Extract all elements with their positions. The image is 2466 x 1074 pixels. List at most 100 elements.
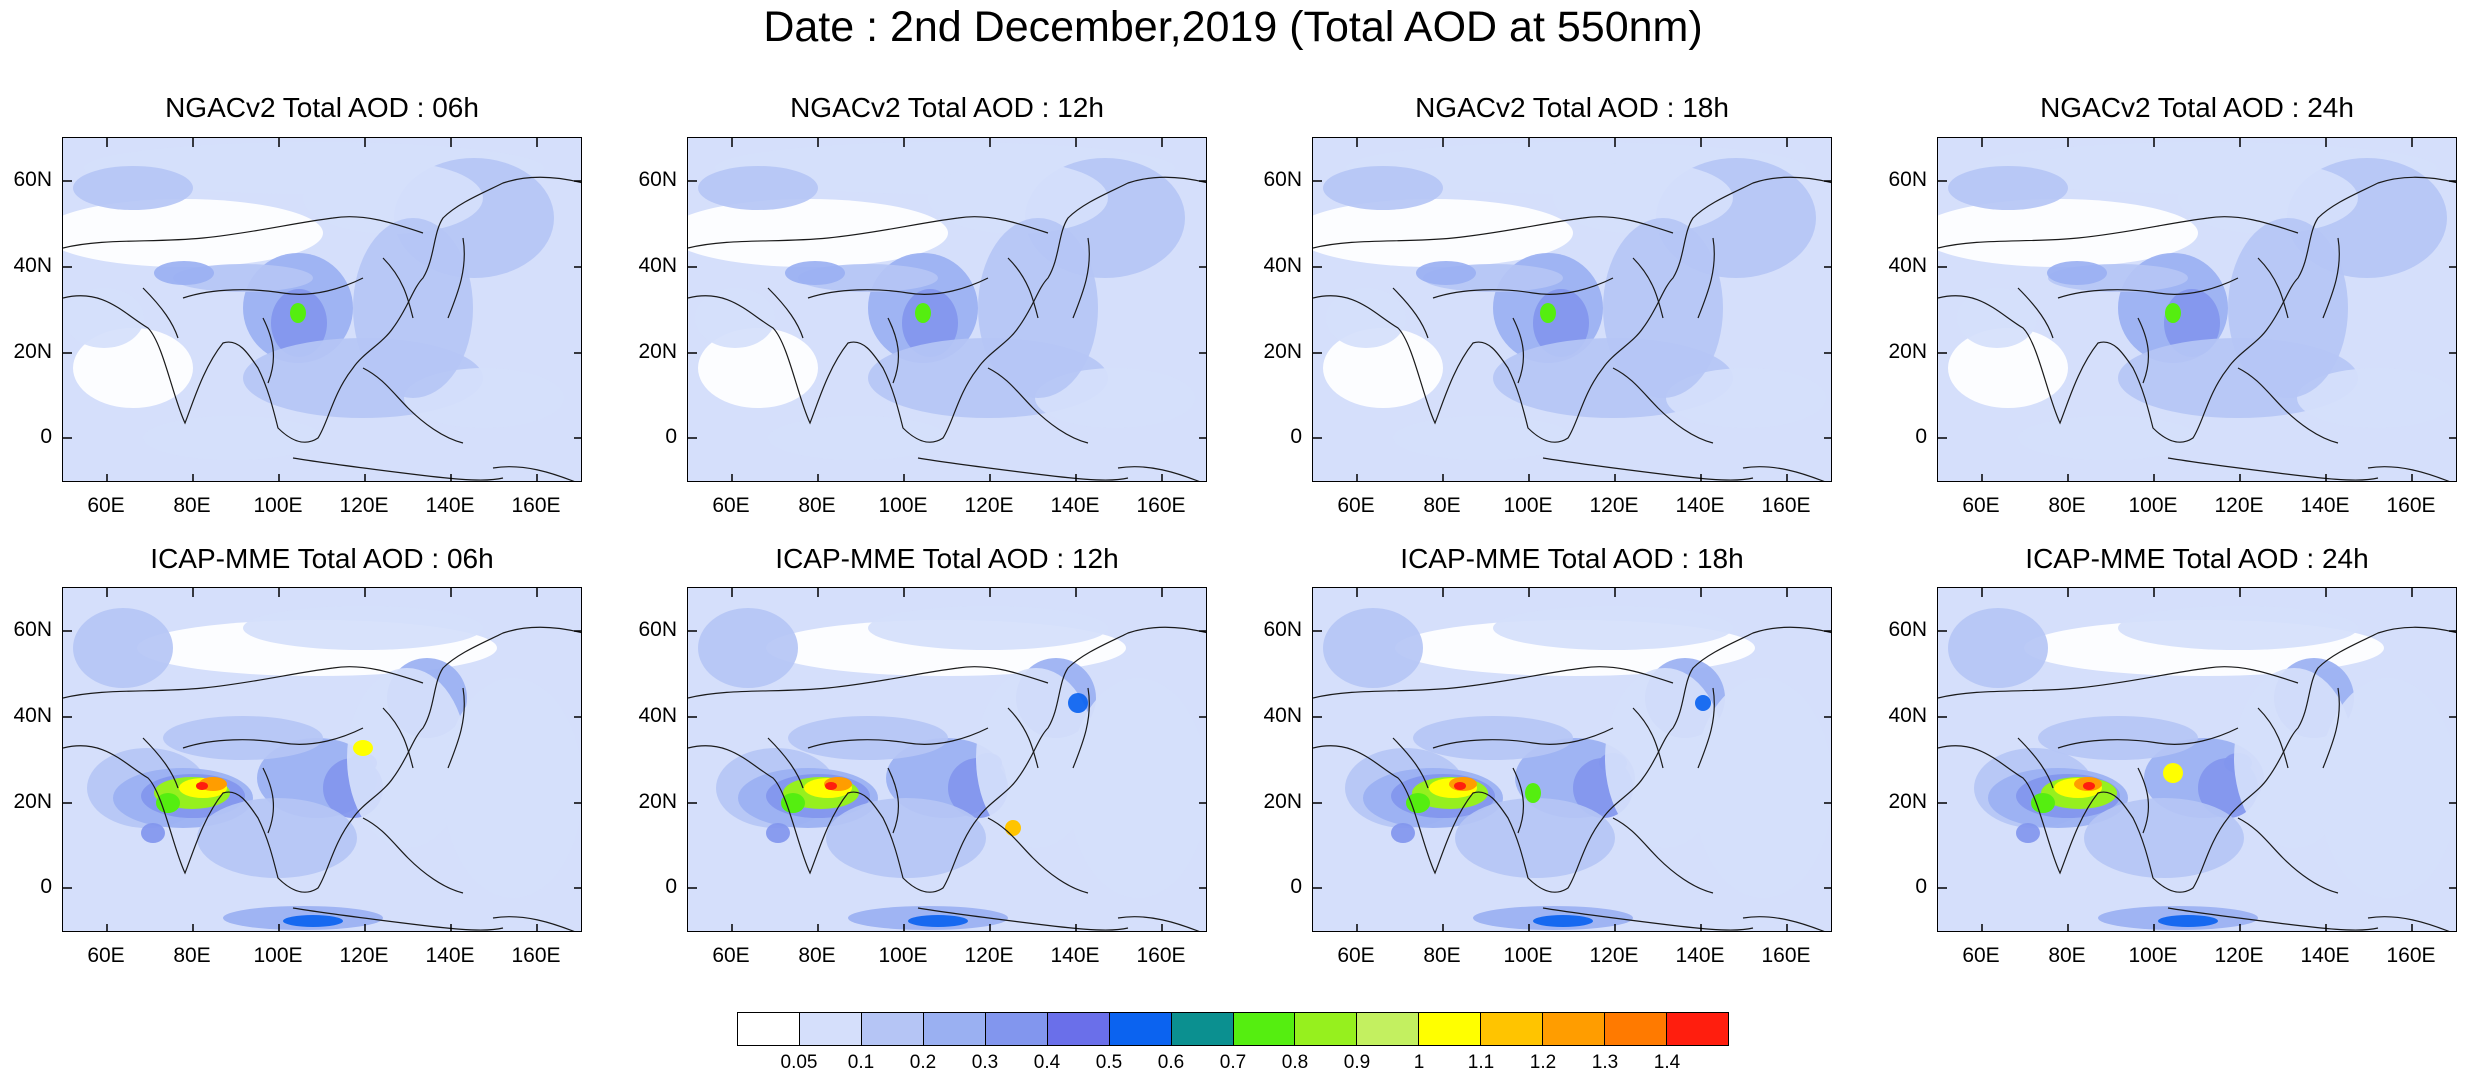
coastline	[1432, 727, 1614, 749]
aod-region	[271, 289, 327, 357]
aod-region	[2158, 915, 2218, 927]
coastline	[63, 666, 424, 699]
aod-region	[196, 782, 208, 790]
colorbar-label: 0.5	[1095, 1052, 1123, 1073]
coastline	[2257, 257, 2289, 319]
aod-region	[1603, 218, 1723, 398]
coastline	[2017, 287, 2054, 339]
aod-field	[63, 138, 581, 481]
aod-map-panel	[1312, 137, 1832, 482]
colorbar-label: 0.2	[909, 1052, 937, 1073]
aod-region	[2038, 716, 2198, 760]
aod-field	[1313, 138, 1831, 481]
aod-field	[688, 588, 1206, 931]
longitude-label: 140E	[1675, 944, 1725, 967]
longitude-label: 100E	[1503, 944, 1553, 967]
aod-region	[73, 166, 193, 210]
latitude-label: 20N	[13, 790, 52, 813]
latitude-label: 60N	[638, 618, 677, 641]
latitude-label: 20N	[638, 340, 677, 363]
aod-region	[698, 328, 818, 408]
coastline	[1697, 687, 1715, 769]
latitude-label: 20N	[638, 790, 677, 813]
aod-region	[2018, 416, 2198, 460]
longitude-label: 140E	[425, 944, 475, 967]
coastline	[688, 176, 1206, 443]
latitude-label: 20N	[1888, 790, 1927, 813]
aod-region	[347, 668, 467, 848]
coastline	[1007, 257, 1039, 319]
colorbar-swatch	[861, 1013, 924, 1045]
aod-region	[781, 793, 805, 813]
aod-region	[785, 261, 845, 285]
aod-region	[290, 303, 306, 323]
aod-region	[156, 793, 180, 813]
longitude-label: 80E	[1423, 494, 1461, 517]
colorbar-label: 0.6	[1157, 1052, 1185, 1073]
aod-region	[908, 915, 968, 927]
colorbar	[737, 1012, 1729, 1046]
longitude-label: 60E	[1962, 944, 2000, 967]
latitude-label: 20N	[13, 340, 52, 363]
coastline	[262, 317, 274, 384]
longitude-label: 120E	[1589, 494, 1639, 517]
aod-region	[698, 166, 818, 210]
aod-region	[1666, 368, 1826, 428]
coastline	[688, 626, 1206, 893]
aod-region	[2228, 218, 2348, 398]
aod-region	[1693, 678, 1831, 898]
coastline	[1542, 457, 1754, 481]
coastline	[63, 216, 424, 249]
aod-region	[1393, 416, 1573, 460]
colorbar-swatch	[985, 1013, 1048, 1045]
coastline	[1512, 317, 1524, 384]
aod-region	[1455, 798, 1615, 878]
coastline	[1392, 737, 1429, 789]
colorbar-label: 0.7	[1219, 1052, 1247, 1073]
longitude-label: 160E	[2386, 944, 2436, 967]
coastline	[447, 687, 465, 769]
longitude-label: 160E	[1136, 944, 1186, 967]
aod-region	[826, 798, 986, 878]
aod-region	[353, 218, 473, 398]
aod-region	[1035, 368, 1195, 428]
longitude-label: 140E	[1050, 944, 1100, 967]
colorbar-swatch	[1543, 1013, 1606, 1045]
colorbar-swatch	[1109, 1013, 1172, 1045]
longitude-label: 160E	[1761, 944, 1811, 967]
coastline	[887, 767, 899, 834]
coastline	[63, 176, 581, 443]
aod-region	[1326, 288, 1406, 348]
coastline	[292, 457, 504, 481]
coastline	[2237, 367, 2339, 444]
colorbar-label: 1.1	[1467, 1052, 1495, 1073]
coastline	[2017, 737, 2054, 789]
coastline	[1938, 626, 2456, 893]
aod-region	[1948, 166, 2068, 210]
latitude-label: 60N	[1263, 618, 1302, 641]
coastline	[1742, 916, 1825, 931]
coastline	[382, 257, 414, 319]
latitude-label: 40N	[13, 704, 52, 727]
aod-region	[1068, 693, 1088, 713]
coastline	[1313, 666, 1674, 699]
coastline	[1742, 466, 1825, 481]
aod-region	[1454, 782, 1466, 790]
coastline	[1632, 257, 1664, 319]
coastline	[1612, 367, 1714, 444]
longitude-label: 160E	[1136, 494, 1186, 517]
longitude-label: 60E	[1962, 494, 2000, 517]
aod-region	[163, 716, 323, 760]
aod-map-panel	[1937, 137, 2457, 482]
aod-region	[2318, 678, 2456, 898]
coastline	[2322, 237, 2340, 319]
main-title: Date : 2nd December,2019 (Total AOD at 5…	[763, 3, 1703, 51]
aod-region	[353, 740, 373, 756]
aod-region	[1957, 288, 2037, 348]
colorbar-swatch	[1419, 1013, 1482, 1045]
aod-region	[868, 606, 1108, 650]
longitude-label: 80E	[173, 494, 211, 517]
longitude-label: 100E	[878, 494, 928, 517]
latitude-label: 60N	[1888, 168, 1927, 191]
latitude-label: 40N	[1263, 704, 1302, 727]
